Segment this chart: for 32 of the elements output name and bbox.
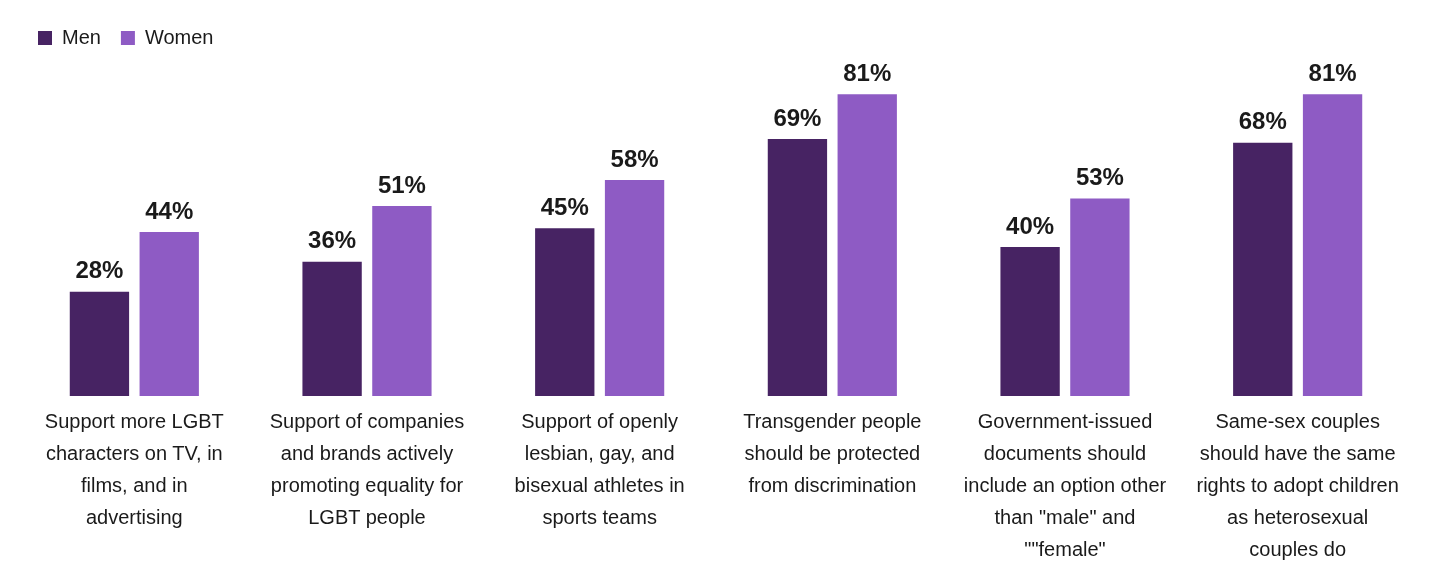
bar (302, 261, 362, 396)
data-label: 44% (145, 196, 194, 224)
data-label: 40% (1006, 211, 1055, 239)
data-label: 53% (1075, 163, 1124, 191)
data-label: 81% (843, 58, 892, 86)
data-label: 58% (610, 144, 659, 172)
data-label: 81% (1308, 58, 1357, 86)
x-tick-label: Support more LGBT characters on TV, in films, and in advertising (44, 409, 224, 528)
data-label: 28% (75, 256, 124, 284)
x-tick-label: Support of companies and brands actively promoting equality for LGBT people (269, 409, 465, 528)
bar (604, 179, 665, 396)
data-label: 45% (540, 192, 589, 220)
data-label: 69% (773, 103, 822, 131)
bar (767, 138, 828, 396)
data-label: 68% (1238, 107, 1287, 135)
data-label: 51% (377, 170, 426, 198)
bar (69, 291, 130, 396)
bar (1070, 198, 1130, 396)
bar (1000, 246, 1060, 396)
bar (139, 232, 199, 396)
bar (837, 94, 897, 396)
legend-label: Men (62, 25, 101, 48)
legend-label: Women (144, 25, 214, 48)
x-tick-label: Support of openly lesbian, gay, and bisexual athletes in sports teams (514, 409, 685, 528)
x-tick-label: Government-issued documents should include an option other than "male" and ""female" (963, 409, 1167, 560)
x-tick-label: Transgender people should be protected from discrimination (743, 409, 922, 496)
bar (1233, 142, 1293, 396)
x-tick-label: Same-sex couples should have the same rights to adopt children as heterosexual couples do (1196, 409, 1399, 560)
data-label: 36% (308, 226, 357, 254)
bar (1302, 94, 1363, 396)
bar (372, 205, 432, 396)
bar (535, 228, 595, 396)
